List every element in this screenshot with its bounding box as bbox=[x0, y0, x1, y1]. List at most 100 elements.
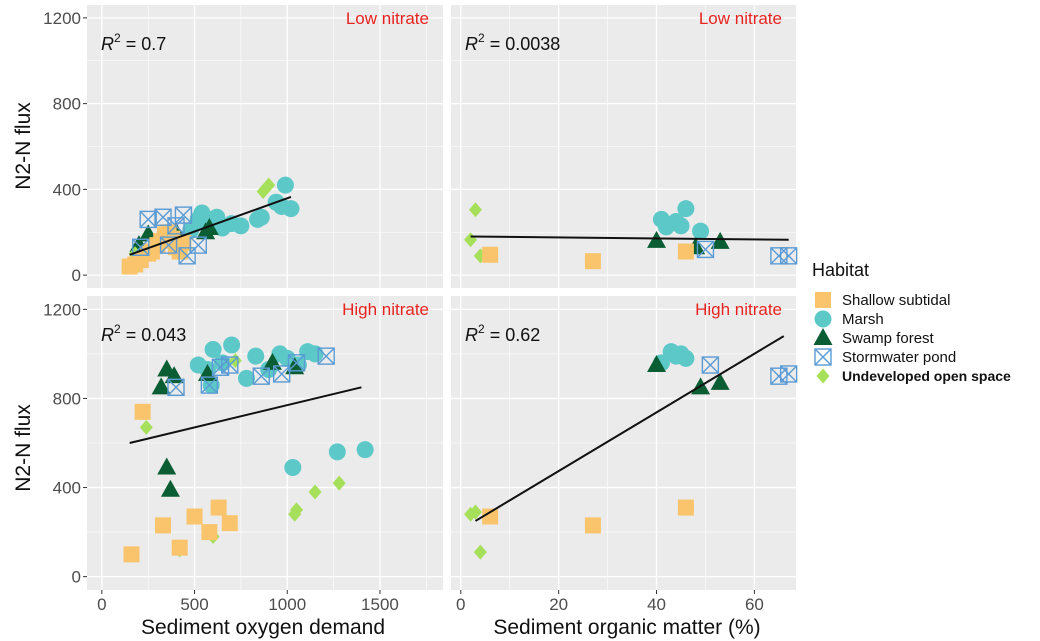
data-point-undeveloped-open-space bbox=[308, 484, 322, 500]
data-point-stormwater-pond bbox=[272, 365, 291, 383]
data-point-stormwater-pond bbox=[779, 365, 798, 383]
data-point-undeveloped-open-space bbox=[290, 502, 304, 518]
panel-low-nitrate-oxygen-demand: 0 400 800 1200 R2 = 0.7 Low nitrate bbox=[43, 5, 443, 288]
data-point-marsh bbox=[677, 200, 695, 218]
trend-line bbox=[129, 195, 292, 256]
data-point-shallow-subtidal bbox=[677, 499, 694, 516]
data-point-swamp-forest bbox=[160, 479, 180, 497]
data-point-stormwater-pond bbox=[200, 376, 219, 394]
data-point-shallow-subtidal bbox=[482, 246, 499, 263]
legend-label: Undeveloped open space bbox=[842, 368, 1011, 384]
y-tick-label: 800 bbox=[53, 95, 81, 114]
data-point-stormwater-pond bbox=[139, 210, 157, 229]
data-point-shallow-subtidal bbox=[171, 539, 188, 556]
data-point-shallow-subtidal bbox=[210, 499, 227, 516]
legend-key-square-x bbox=[814, 348, 832, 366]
data-point-stormwater-pond bbox=[252, 367, 270, 385]
legend-entry-undeveloped-open-space: Undeveloped open space bbox=[816, 368, 1011, 384]
y-tick-label: 800 bbox=[53, 389, 81, 408]
legend-key-circle bbox=[814, 310, 832, 328]
data-point-stormwater-pond bbox=[221, 356, 239, 374]
y-tick-label: 1200 bbox=[43, 9, 81, 28]
data-point-shallow-subtidal bbox=[584, 517, 601, 534]
x-tick-label: 1000 bbox=[268, 595, 306, 614]
data-point-marsh bbox=[237, 369, 255, 387]
data-point-shallow-subtidal bbox=[134, 403, 151, 420]
x-tick-label: 40 bbox=[647, 595, 666, 614]
data-point-stormwater-pond bbox=[189, 236, 207, 254]
data-point-shallow-subtidal bbox=[155, 517, 172, 534]
data-point-marsh bbox=[677, 349, 695, 367]
data-point-stormwater-pond bbox=[167, 378, 185, 397]
data-point-marsh bbox=[282, 200, 300, 218]
data-point-stormwater-pond bbox=[696, 240, 715, 259]
y-tick-label: 1200 bbox=[43, 300, 81, 319]
x-tick-label: 0 bbox=[97, 595, 106, 614]
r-squared-label: R2 = 0.62 bbox=[465, 322, 540, 345]
nitrate-label: High nitrate bbox=[342, 300, 429, 319]
data-point-shallow-subtidal bbox=[221, 515, 238, 532]
panel-high-nitrate-organic-matter: 0 20 40 60 R2 = 0.62 High nitrate bbox=[451, 296, 798, 614]
data-point-shallow-subtidal bbox=[201, 524, 218, 541]
data-point-shallow-subtidal bbox=[123, 546, 140, 563]
y-axis-title-bottom: N2-N flux bbox=[12, 404, 35, 492]
data-point-marsh bbox=[247, 347, 265, 365]
data-point-undeveloped-open-space bbox=[262, 177, 276, 193]
trend-line bbox=[470, 235, 789, 241]
legend-label: Stormwater pond bbox=[842, 349, 956, 366]
x-axis-title-right: Sediment organic matter (%) bbox=[493, 616, 760, 639]
legend-entry-swamp-forest: Swamp forest bbox=[813, 328, 935, 347]
legend-entry-stormwater-pond: Stormwater pond bbox=[814, 348, 956, 366]
data-point-stormwater-pond bbox=[779, 247, 798, 265]
data-point-shallow-subtidal bbox=[175, 234, 192, 251]
legend-label: Swamp forest bbox=[842, 330, 935, 347]
x-tick-label: 1500 bbox=[361, 595, 399, 614]
nitrate-label: Low nitrate bbox=[346, 9, 429, 28]
x-tick-label: 60 bbox=[745, 595, 764, 614]
trend-line bbox=[129, 386, 362, 444]
data-point-marsh bbox=[252, 208, 270, 226]
nitrate-label: Low nitrate bbox=[699, 9, 782, 28]
legend-key-square bbox=[815, 292, 831, 308]
data-point-shallow-subtidal bbox=[482, 508, 499, 525]
legend-title: Habitat bbox=[812, 260, 869, 280]
y-tick-label: 400 bbox=[53, 479, 81, 498]
data-point-shallow-subtidal bbox=[186, 508, 203, 525]
legend-entry-shallow-subtidal: Shallow subtidal bbox=[815, 292, 950, 309]
y-axis-title-top: N2-N flux bbox=[12, 102, 35, 190]
x-tick-label: 500 bbox=[180, 595, 208, 614]
data-point-undeveloped-open-space bbox=[468, 202, 482, 218]
data-point-swamp-forest bbox=[647, 355, 667, 373]
data-point-marsh bbox=[276, 176, 294, 194]
panel-high-nitrate-oxygen-demand: 0 400 800 1200 0 500 1000 1500 R2 = 0.043 High ni… bbox=[43, 296, 443, 614]
data-point-marsh bbox=[328, 443, 346, 461]
y-tick-label: 0 bbox=[72, 568, 81, 587]
x-tick-label: 0 bbox=[456, 595, 465, 614]
y-tick-label: 0 bbox=[72, 266, 81, 285]
data-point-undeveloped-open-space bbox=[473, 544, 487, 560]
nitrate-label: High nitrate bbox=[695, 300, 782, 319]
data-point-stormwater-pond bbox=[701, 356, 720, 374]
data-point-stormwater-pond bbox=[287, 354, 306, 372]
legend-key-diamond bbox=[816, 368, 830, 384]
data-point-swamp-forest bbox=[157, 457, 177, 475]
legend-label: Shallow subtidal bbox=[842, 292, 950, 309]
panel-low-nitrate-organic-matter: R2 = 0.0038 Low nitrate bbox=[451, 5, 798, 288]
r-squared-label: R2 = 0.043 bbox=[101, 322, 186, 345]
data-point-marsh bbox=[204, 340, 222, 358]
data-point-marsh bbox=[232, 217, 250, 235]
x-axis-title-left: Sediment oxygen demand bbox=[141, 616, 385, 639]
data-point-swamp-forest bbox=[710, 231, 730, 249]
r-squared-label: R2 = 0.7 bbox=[101, 31, 166, 54]
x-tick-label: 20 bbox=[549, 595, 568, 614]
data-point-shallow-subtidal bbox=[584, 253, 601, 270]
data-point-undeveloped-open-space bbox=[468, 504, 482, 520]
data-point-marsh bbox=[672, 217, 690, 235]
legend: Habitat Shallow subtidal Marsh Swamp fores… bbox=[812, 260, 1011, 384]
data-point-shallow-subtidal bbox=[677, 243, 694, 260]
r-squared-label: R2 = 0.0038 bbox=[465, 31, 560, 54]
data-point-swamp-forest bbox=[151, 377, 171, 395]
data-point-stormwater-pond bbox=[317, 347, 335, 365]
data-point-marsh bbox=[356, 441, 374, 459]
